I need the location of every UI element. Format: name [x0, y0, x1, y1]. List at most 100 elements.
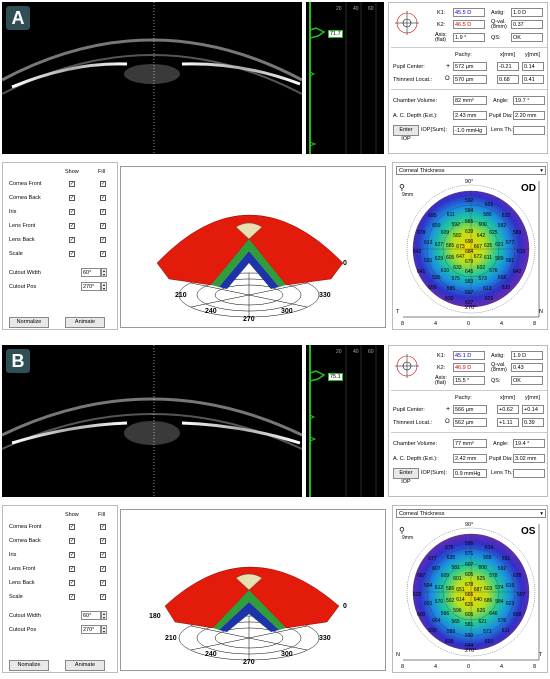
densitometry-strip[interactable]: 20 40 60 75.1 [306, 345, 384, 497]
show-checkbox[interactable]: ✓ [69, 209, 75, 215]
thickness-value: 611 [484, 255, 492, 262]
show-checkbox[interactable]: ✓ [69, 580, 75, 586]
thickness-value: 626 [476, 607, 486, 614]
cutout-width-field[interactable]: 60° [81, 268, 101, 277]
pupil-dia-field[interactable]: 2.20 mm [513, 111, 545, 120]
cutout-pos-field[interactable]: 270° [81, 282, 101, 291]
angle-field[interactable]: 19.4 ° [513, 439, 545, 448]
scheimpflug-image[interactable]: A [2, 2, 302, 154]
k2-field[interactable]: 46.5 D [453, 20, 485, 29]
cornea-3d-svg: 210 240 270 300 330 0 180 [149, 566, 347, 666]
fill-checkbox[interactable]: ✓ [100, 538, 106, 544]
svg-text:60: 60 [368, 6, 374, 12]
show-checkbox[interactable]: ✓ [69, 251, 75, 257]
show-checkbox[interactable]: ✓ [69, 223, 75, 229]
cutout-pos-field[interactable]: 270° [81, 625, 101, 634]
fill-checkbox[interactable]: ✓ [100, 195, 106, 201]
thickness-value: 595 [465, 541, 474, 547]
densitometry-strip[interactable]: 20 40 60 71.7 [306, 2, 384, 154]
ac-depth-field[interactable]: 2.43 mm [453, 111, 487, 120]
cutout-pos-spinner[interactable]: ▴ ▾ [101, 625, 107, 634]
cornea-3d-view[interactable]: 210 240 270 300 330 0 [120, 166, 386, 328]
qval-field[interactable]: 0.37 [511, 20, 543, 29]
magnifier-icon[interactable]: ⚲ [399, 183, 405, 192]
pupil-pachy-field[interactable]: 566 µm [453, 405, 487, 414]
lens-th-field[interactable] [513, 469, 545, 478]
chamber-volume-field[interactable]: 82 mm³ [453, 96, 487, 105]
pupil-dia-field[interactable]: 3.02 mm [513, 454, 545, 463]
iop-field[interactable]: 0.9 mmHg [453, 469, 487, 478]
fill-checkbox[interactable]: ✓ [100, 181, 106, 187]
astig-field[interactable]: 1.9 D [511, 351, 543, 360]
thickness-value: 574 [495, 585, 504, 592]
axis-field[interactable]: 1.9 ° [453, 33, 485, 42]
animate-button[interactable]: Animate [65, 660, 105, 671]
fill-checkbox[interactable]: ✓ [100, 223, 106, 229]
qs-field[interactable]: OK [511, 376, 543, 385]
animate-button[interactable]: Animate [65, 317, 105, 328]
thin-y-field[interactable]: 0.41 [522, 75, 544, 84]
show-checkbox[interactable]: ✓ [69, 594, 75, 600]
iop-field[interactable]: -1.0 mmHg [453, 126, 487, 135]
fill-checkbox[interactable]: ✓ [100, 566, 106, 572]
cornea-3d-view[interactable]: 210 240 270 300 330 0 180 [120, 509, 386, 671]
thin-y-field[interactable]: 0.39 [522, 418, 544, 427]
astig-field[interactable]: 1.0 D [511, 8, 543, 17]
magnifier-icon[interactable]: ⚲ [399, 526, 405, 535]
lens-th-field[interactable] [513, 126, 545, 135]
pupil-x-field[interactable]: +0.62 [497, 405, 519, 414]
chamber-volume-label: Chamber Volume: [393, 441, 438, 447]
cutout-width-spinner[interactable]: ▴ ▾ [101, 268, 107, 277]
thin-pachy-field[interactable]: 562 µm [453, 418, 487, 427]
lens-surface [235, 573, 263, 591]
cutout-pos-spinner[interactable]: ▴ ▾ [101, 282, 107, 291]
k2-field[interactable]: 46.9 D [453, 363, 485, 372]
show-checkbox[interactable]: ✓ [69, 237, 75, 243]
fill-checkbox[interactable]: ✓ [100, 552, 106, 558]
fill-checkbox[interactable]: ✓ [100, 251, 106, 257]
thickness-value: 608 [513, 611, 522, 618]
axis-field[interactable]: 15.5 ° [453, 376, 485, 385]
qval-field[interactable]: 0.43 [511, 363, 543, 372]
pupil-x-field[interactable]: -0.21 [497, 62, 519, 71]
thin-x-field[interactable]: 0.68 [497, 75, 519, 84]
cutout-width-spinner[interactable]: ▴ ▾ [101, 611, 107, 620]
thickness-map-svg[interactable] [393, 520, 549, 672]
cutout-width-field[interactable]: 60° [81, 611, 101, 620]
qs-field[interactable]: OK [511, 33, 543, 42]
normalize-button[interactable]: Nomalize [9, 660, 49, 671]
map-type-dropdown[interactable]: Corneal Thickness [396, 509, 546, 518]
show-checkbox[interactable]: ✓ [69, 538, 75, 544]
fill-checkbox[interactable]: ✓ [100, 209, 106, 215]
k1-field[interactable]: 45.5 D [453, 8, 485, 17]
chamber-volume-field[interactable]: 77 mm³ [453, 439, 487, 448]
show-checkbox[interactable]: ✓ [69, 195, 75, 201]
pupil-y-field[interactable]: +0.14 [522, 405, 544, 414]
scheimpflug-image[interactable]: B [2, 345, 302, 497]
show-checkbox[interactable]: ✓ [69, 524, 75, 530]
show-checkbox[interactable]: ✓ [69, 566, 75, 572]
fill-checkbox[interactable]: ✓ [100, 524, 106, 530]
pupil-pachy-field[interactable]: 572 µm [453, 62, 487, 71]
enter-iop-button[interactable]: Enter IOP [393, 468, 419, 485]
k1-field[interactable]: 45.1 D [453, 351, 485, 360]
fill-checkbox[interactable]: ✓ [100, 237, 106, 243]
map-type-dropdown[interactable]: Corneal Thickness [396, 166, 546, 175]
circle-icon: O [445, 419, 450, 425]
enter-iop-button[interactable]: Enter IOP [393, 125, 419, 142]
pupil-y-field[interactable]: 0.14 [522, 62, 544, 71]
thickness-value: 609 [440, 573, 450, 580]
thickness-value: 605 [465, 611, 474, 618]
thin-x-field[interactable]: +1.11 [497, 418, 519, 427]
svg-text:240: 240 [205, 308, 217, 315]
ac-depth-field[interactable]: 2.42 mm [453, 454, 487, 463]
cornea-cutout-green [213, 590, 286, 630]
normalize-button[interactable]: Normalize [9, 317, 49, 328]
fill-checkbox[interactable]: ✓ [100, 580, 106, 586]
show-checkbox[interactable]: ✓ [69, 552, 75, 558]
show-checkbox[interactable]: ✓ [69, 181, 75, 187]
thin-pachy-field[interactable]: 570 µm [453, 75, 487, 84]
fill-checkbox[interactable]: ✓ [100, 594, 106, 600]
angle-field[interactable]: 19.7 ° [513, 96, 545, 105]
thickness-map-svg[interactable] [393, 177, 549, 329]
